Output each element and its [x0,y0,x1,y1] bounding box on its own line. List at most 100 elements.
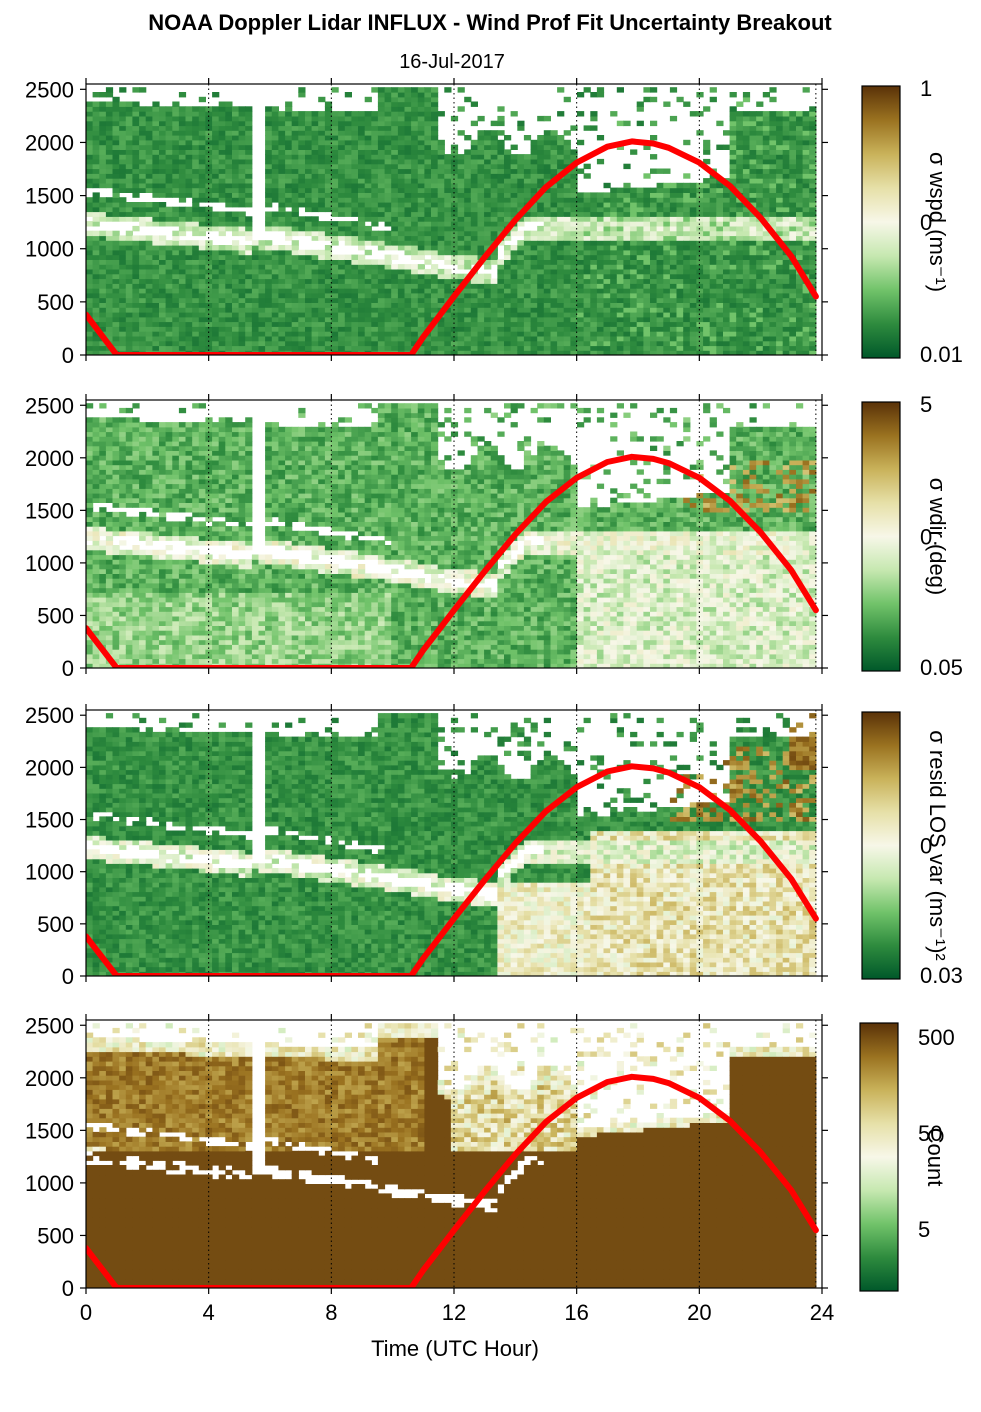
heatmap-cell [338,149,346,155]
heatmap-cell [457,168,465,174]
heatmap-cell [377,235,386,241]
heatmap-cell [616,321,624,327]
heatmap-cell [145,182,153,189]
heatmap-cell [769,158,777,165]
heatmap-cell [86,206,94,213]
heatmap-cell [344,173,352,179]
heatmap-cell [444,187,452,193]
heatmap-cell [364,202,372,208]
heatmap-cell [543,130,551,136]
heatmap-cell [663,182,671,189]
heatmap-cell [411,292,419,299]
heatmap-cell [643,197,651,203]
heatmap-cell [238,316,246,323]
heatmap-cell [245,106,253,112]
heatmap-cell [530,326,538,332]
heatmap-cell [265,182,273,189]
heatmap-cell [318,144,326,150]
heatmap-cell [225,125,233,131]
heatmap-cell [431,249,439,256]
heatmap-cell [577,321,585,327]
heatmap-cell [736,273,744,280]
heatmap-cell [298,158,306,165]
heatmap-cell [769,120,777,127]
heatmap-cell [742,307,751,313]
heatmap-cell [178,182,187,189]
heatmap-cell [616,264,624,270]
heatmap-cell [464,235,472,241]
heatmap-cell [119,125,127,131]
heatmap-cell [358,335,366,342]
heatmap-cell [278,187,286,193]
heatmap-cell [762,149,770,155]
heatmap-cell [470,182,478,189]
heatmap-cell [683,259,691,265]
heatmap-cell [119,316,127,323]
heatmap-cell [583,211,591,217]
heatmap-cell [762,187,770,193]
heatmap-cell [756,202,764,208]
heatmap-cell [802,340,810,347]
heatmap-cell [232,254,240,260]
heatmap-cell [769,245,777,251]
heatmap-cell [411,87,419,93]
heatmap-cell [736,135,744,141]
heatmap-cell [384,149,392,155]
heatmap-cell [504,316,512,323]
heatmap-cell [530,302,538,308]
heatmap-cell [636,283,644,289]
heatmap-cell [596,268,605,275]
heatmap-cell [517,326,525,332]
heatmap-cell [318,335,326,342]
heatmap-cell [178,345,187,351]
heatmap-cell [583,312,591,318]
heatmap-cell [278,278,286,284]
heatmap-cell [636,259,644,265]
heatmap-cell [377,206,386,213]
heatmap-cell [192,125,200,131]
heatmap-cell [490,249,498,256]
heatmap-cell [159,302,167,308]
heatmap-cell [265,221,273,227]
heatmap-cell [703,225,711,232]
heatmap-cell [703,297,711,303]
heatmap-cell [311,331,319,337]
heatmap-cell [192,221,200,227]
heatmap-cell [537,173,545,179]
heatmap-cell [742,211,751,217]
heatmap-cell [391,106,399,112]
heatmap-cell [563,158,571,165]
heatmap-cell [776,173,784,179]
heatmap-cell [291,178,299,184]
heatmap-cell [729,259,737,265]
heatmap-cell [762,135,770,141]
heatmap-cell [391,154,399,160]
heatmap-cell [344,273,352,280]
heatmap-cell [251,249,260,256]
heatmap-cell [543,197,551,203]
heatmap-cell [431,206,439,213]
heatmap-cell [504,249,512,256]
heatmap-cell [603,264,611,270]
heatmap-cell [298,230,306,237]
heatmap-cell [543,206,551,213]
heatmap-cell [245,135,253,141]
heatmap-cell [391,163,399,170]
heatmap-cell [232,211,240,217]
heatmap-cell [464,225,472,232]
heatmap-cell [311,139,319,146]
heatmap-cell [563,312,571,318]
heatmap-cell [577,331,585,337]
heatmap-cell [139,168,147,174]
heatmap-cell [112,187,120,193]
heatmap-cell [490,283,498,289]
heatmap-cell [497,292,505,299]
heatmap-cell [112,302,120,308]
heatmap-cell [769,87,777,93]
heatmap-cell [683,321,691,327]
heatmap-cell [298,283,306,289]
heatmap-cell [630,268,638,275]
heatmap-cell [192,245,200,251]
heatmap-cell [696,288,704,294]
heatmap-cell [86,111,94,117]
